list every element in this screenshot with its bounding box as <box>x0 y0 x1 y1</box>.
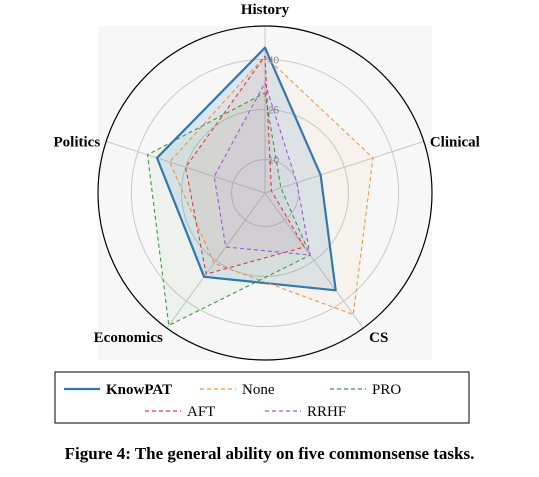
axis-line <box>106 140 266 194</box>
legend-label-rrhf: RRHF <box>307 404 346 420</box>
legend-label-aft: AFT <box>187 404 215 420</box>
legend-box <box>54 371 470 424</box>
axis-line <box>264 140 424 194</box>
radar-grid <box>97 25 433 361</box>
axis-label-clinical: Clinical <box>430 134 480 150</box>
legend: KnowPAT None PRO AFT RRHF <box>54 371 470 424</box>
legend-label-knowpat: KnowPAT <box>106 382 172 398</box>
tick-label: 25 <box>268 106 280 117</box>
series-rrhf <box>213 82 311 256</box>
axis-labels: History Clinical CS Economics Politics <box>54 2 480 346</box>
axis-label-politics: Politics <box>54 134 101 150</box>
outer-circle <box>97 25 433 361</box>
tick-labels: 10 25 40 <box>268 55 280 166</box>
figure-caption: Figure 4: The general ability on five co… <box>64 444 475 463</box>
series-aft <box>185 55 305 275</box>
axis-label-history: History <box>241 2 290 18</box>
axis-label-economics: Economics <box>94 330 163 346</box>
series-group <box>146 46 374 326</box>
radar-chart: 10 25 40 History Clinical CS Economics Politic… <box>54 2 480 424</box>
tick-label: 40 <box>268 55 280 66</box>
legend-label-none: None <box>242 382 275 398</box>
axis-line <box>166 192 266 329</box>
axis-label-cs: CS <box>369 330 388 346</box>
legend-label-pro: PRO <box>372 382 401 398</box>
tick-label: 10 <box>268 156 280 167</box>
axis-line <box>264 192 364 329</box>
